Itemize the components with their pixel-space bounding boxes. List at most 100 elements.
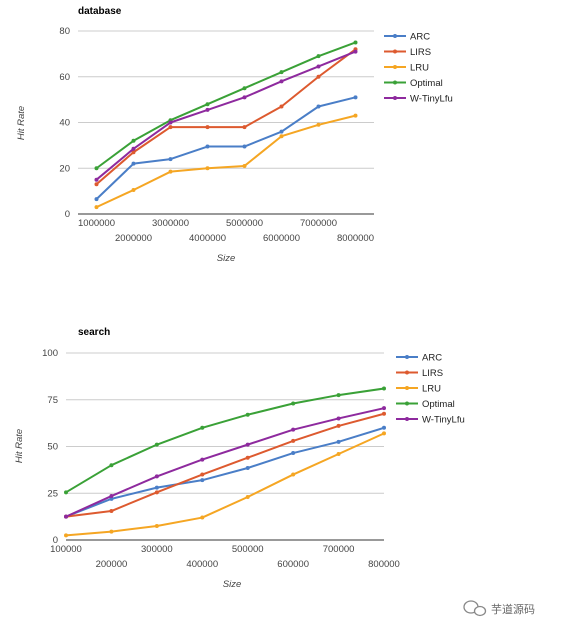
data-point [64, 490, 68, 495]
data-point [245, 412, 250, 417]
legend-item: LRU [384, 63, 429, 74]
legend-label: ARC [422, 353, 442, 364]
data-point [353, 49, 358, 54]
series-line [65, 407, 385, 518]
series-line [95, 41, 356, 170]
series-line [65, 387, 385, 494]
data-point [382, 411, 386, 416]
legend-item: LIRS [384, 47, 431, 58]
data-point [109, 529, 114, 534]
data-point [242, 86, 247, 91]
x-tick-label: 600000 [277, 559, 309, 570]
y-tick-label: 20 [59, 163, 70, 174]
data-point [382, 386, 386, 391]
data-point [200, 478, 205, 483]
x-tick-label: 200000 [96, 559, 128, 570]
legend-label: W-TinyLfu [410, 94, 453, 105]
watermark-text: 芋道源码 [491, 602, 535, 616]
data-point [154, 523, 159, 528]
legend-item: W-TinyLfu [396, 415, 465, 426]
legend-label: ARC [410, 32, 430, 43]
data-point [154, 474, 159, 479]
data-point [382, 431, 386, 436]
y-tick-labels: 0 20 40 60 80 [59, 26, 70, 220]
series-line [65, 426, 385, 518]
data-point [316, 54, 321, 59]
data-point [168, 120, 173, 125]
watermark: 芋道源码 [463, 600, 535, 617]
x-axis-label: Size [223, 579, 241, 590]
data-point [131, 138, 136, 143]
y-tick-label: 0 [65, 209, 70, 220]
data-point [353, 95, 358, 100]
data-point [245, 455, 250, 460]
legend-item: LIRS [396, 368, 443, 379]
data-point [316, 104, 321, 109]
data-point [200, 457, 205, 462]
y-tick-label: 75 [47, 395, 58, 406]
data-point [200, 515, 205, 520]
data-point [279, 104, 284, 109]
data-point [242, 125, 247, 130]
legend-item: Optimal [384, 78, 443, 89]
x-tick-label: 1000000 [78, 218, 115, 229]
series-line [65, 412, 385, 518]
data-point [353, 113, 358, 118]
y-tick-label: 50 [47, 442, 58, 453]
data-point [205, 107, 210, 112]
legend-label: Optimal [410, 78, 443, 89]
data-point [131, 146, 136, 151]
legend-label: Optimal [422, 399, 455, 410]
y-tick-label: 100 [42, 348, 58, 359]
y-tick-label: 60 [59, 72, 70, 83]
data-point [131, 150, 136, 155]
data-point [316, 74, 321, 79]
y-tick-label: 25 [47, 488, 58, 499]
data-point [205, 125, 210, 130]
data-point [245, 442, 250, 447]
legend-marker [393, 65, 397, 69]
y-tick-label: 40 [59, 118, 70, 129]
legend-label: W-TinyLfu [422, 415, 465, 426]
series-lines [94, 40, 358, 210]
data-point [242, 163, 247, 168]
gridlines [66, 352, 384, 541]
data-point [64, 533, 68, 538]
legend-label: LRU [422, 384, 441, 395]
x-tick-label: 400000 [186, 559, 218, 570]
data-point [94, 166, 99, 171]
data-point [154, 442, 159, 447]
legend-marker [393, 49, 397, 54]
data-point [109, 509, 114, 514]
data-point [291, 427, 296, 432]
series-line [95, 48, 357, 186]
x-tick-labels: 100000 200000 300000 400000 500000 600000 7000… [50, 544, 400, 570]
y-tick-label: 0 [53, 535, 58, 546]
search-chart: search Hit Rate Size 0 25 50 75 100 100000 20… [14, 327, 465, 590]
data-point [336, 439, 341, 444]
legend-marker [405, 401, 409, 406]
data-point [242, 95, 247, 100]
x-tick-label: 7000000 [300, 218, 337, 229]
data-point [279, 79, 284, 84]
data-point [316, 64, 321, 69]
data-point [336, 451, 341, 456]
data-point [168, 125, 173, 130]
x-axis-label: Size [217, 253, 235, 264]
legend: ARC LIRS LRU Optimal W-TinyLfu [384, 32, 453, 105]
chart-title: database [78, 6, 122, 17]
legend-item: LRU [396, 384, 441, 395]
legend-marker [393, 80, 397, 85]
data-point [291, 451, 296, 456]
database-chart: database Hit Rate Size 0 20 40 60 80 1000000… [16, 6, 453, 264]
data-point [205, 102, 210, 107]
data-point [382, 425, 386, 430]
data-point [279, 70, 284, 75]
y-axis-label: Hit Rate [14, 429, 25, 463]
legend: ARC LIRS LRU Optimal W-TinyLfu [396, 353, 465, 426]
series-line [95, 96, 356, 200]
data-point [131, 161, 136, 166]
data-point [94, 177, 99, 182]
data-point [245, 466, 250, 471]
